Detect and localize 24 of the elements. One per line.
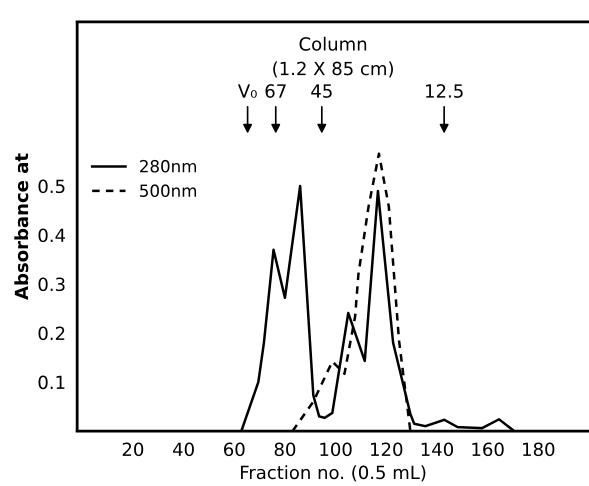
y-tick-label: 0.1	[38, 376, 64, 390]
x-tick-label: 100	[320, 442, 352, 456]
x-tick-label: 120	[371, 442, 402, 456]
x-tick-label: 160	[472, 442, 504, 456]
x-axis-title: Fraction no. (0.5 mL)	[241, 465, 426, 482]
x-tick-label: 140	[422, 442, 453, 456]
y-tick-label: 0.5	[38, 180, 64, 194]
x-tick-label: 60	[224, 442, 245, 456]
y-tick-label: 0.4	[38, 228, 66, 242]
annotation: V₀	[238, 84, 257, 98]
y-axis-title: Absorbance at	[14, 153, 28, 300]
x-tick-label: 180	[523, 442, 554, 456]
annotation: 45	[311, 84, 332, 98]
x-tick-label: 80	[274, 442, 296, 456]
y-tick-label: 0.2	[38, 326, 64, 340]
text: (1.2 X 85 cm)	[273, 61, 393, 78]
x-tick-label: 40	[172, 442, 194, 456]
legend-label: 500nm	[140, 184, 196, 197]
text: Column	[300, 36, 366, 51]
legend-label: 280nm	[140, 160, 196, 173]
annotation: 67	[266, 84, 286, 98]
annotation: 12.5	[426, 84, 463, 98]
y-tick-label: 0.3	[38, 278, 65, 292]
x-tick-label: 20	[122, 442, 144, 456]
